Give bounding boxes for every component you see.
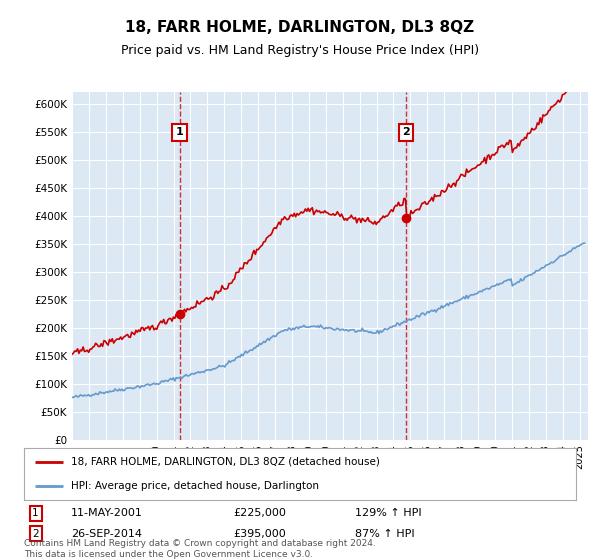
- Text: Price paid vs. HM Land Registry's House Price Index (HPI): Price paid vs. HM Land Registry's House …: [121, 44, 479, 57]
- Text: 26-SEP-2014: 26-SEP-2014: [71, 529, 142, 539]
- Text: 87% ↑ HPI: 87% ↑ HPI: [355, 529, 415, 539]
- Text: 18, FARR HOLME, DARLINGTON, DL3 8QZ: 18, FARR HOLME, DARLINGTON, DL3 8QZ: [125, 20, 475, 35]
- Text: 1: 1: [176, 127, 184, 137]
- Text: 1: 1: [32, 508, 39, 518]
- Text: 11-MAY-2001: 11-MAY-2001: [71, 508, 143, 518]
- Text: £395,000: £395,000: [234, 529, 287, 539]
- Text: 18, FARR HOLME, DARLINGTON, DL3 8QZ (detached house): 18, FARR HOLME, DARLINGTON, DL3 8QZ (det…: [71, 457, 380, 467]
- Text: 2: 2: [402, 127, 410, 137]
- Text: 129% ↑ HPI: 129% ↑ HPI: [355, 508, 422, 518]
- Text: £225,000: £225,000: [234, 508, 287, 518]
- Text: Contains HM Land Registry data © Crown copyright and database right 2024.
This d: Contains HM Land Registry data © Crown c…: [24, 539, 376, 559]
- Text: 2: 2: [32, 529, 39, 539]
- Text: HPI: Average price, detached house, Darlington: HPI: Average price, detached house, Darl…: [71, 480, 319, 491]
